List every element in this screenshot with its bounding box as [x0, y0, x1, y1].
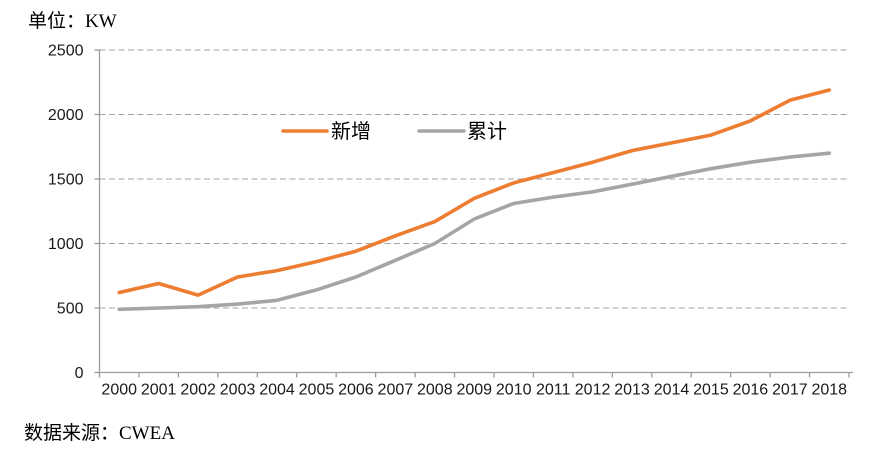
axes	[98, 50, 853, 374]
unit-label: 单位：KW	[28, 11, 117, 32]
x-axis-label: 2018	[811, 382, 847, 399]
x-axis-label: 2007	[378, 382, 414, 399]
y-axis-label: 0	[75, 365, 84, 382]
gridlines	[99, 49, 849, 309]
x-axis-label: 2014	[654, 382, 690, 399]
x-axis-label: 2004	[259, 382, 295, 399]
x-axis-label: 2016	[733, 382, 769, 399]
y-axis-label: 2500	[48, 43, 84, 60]
x-axis-label: 2012	[575, 382, 611, 399]
y-axis-label: 1500	[48, 172, 84, 189]
x-axis-label: 2013	[614, 382, 650, 399]
x-axis-labels: 2000 2001 2002 2003 2004 2005 2006 2007 2008 2009…	[101, 382, 847, 399]
x-axis-label: 2006	[338, 382, 374, 399]
y-axis-label: 500	[57, 301, 84, 318]
x-axis-label: 2008	[417, 382, 453, 399]
x-axis-label: 2003	[220, 382, 256, 399]
y-axis-label: 2000	[48, 107, 84, 124]
series-lines	[117, 88, 832, 312]
x-axis-label: 2002	[180, 382, 216, 399]
x-axis-label: 2011	[536, 382, 571, 399]
x-axis-label: 2015	[693, 382, 729, 399]
y-axis-label: 1000	[48, 236, 84, 253]
x-axis-label: 2009	[456, 382, 492, 399]
x-axis-label: 2001	[141, 382, 177, 399]
x-axis-label: 2005	[299, 382, 335, 399]
source-label: 数据来源：CWEA	[24, 423, 175, 444]
y-axis-labels: 0 500 1000 1500 2000 2500	[48, 43, 84, 383]
legend: 新增 累计	[281, 120, 507, 143]
x-axis-label: 2010	[496, 382, 532, 399]
x-axis-label: 2017	[772, 382, 808, 399]
legend-label-cumulative: 累计	[467, 120, 507, 143]
legend-label-new: 新增	[331, 120, 371, 143]
series-line-cumulative	[117, 151, 832, 312]
series-line-new	[117, 88, 832, 297]
x-axis-label: 2000	[101, 382, 137, 399]
axis-ticks	[94, 49, 850, 378]
